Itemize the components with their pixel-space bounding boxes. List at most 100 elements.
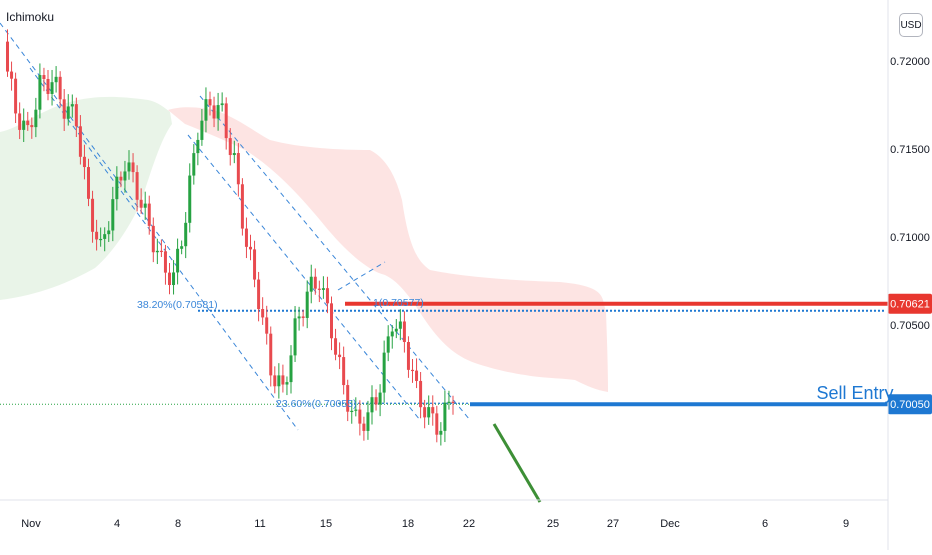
- candle: [225, 103, 228, 138]
- candle: [298, 316, 301, 318]
- indicator-label[interactable]: Ichimoku: [6, 10, 54, 24]
- candle: [326, 288, 329, 303]
- candle: [310, 277, 313, 292]
- candle: [192, 153, 195, 175]
- candle: [265, 317, 268, 333]
- candle: [387, 336, 390, 352]
- candle: [269, 334, 272, 376]
- candle: [277, 375, 280, 386]
- time-tick-label: 15: [320, 518, 332, 530]
- price-label: 0.70621: [890, 299, 930, 311]
- candle: [55, 77, 58, 82]
- candle: [144, 204, 147, 208]
- candle: [423, 407, 426, 417]
- candle: [411, 370, 414, 371]
- fib-236-label: 23.60%(0.70055): [276, 398, 357, 410]
- candle: [6, 42, 9, 72]
- candle: [132, 162, 135, 172]
- price-label: 0.70050: [890, 399, 930, 411]
- currency-button[interactable]: USD: [899, 13, 923, 37]
- candle: [140, 200, 143, 208]
- candle: [407, 342, 410, 370]
- candle: [395, 329, 398, 332]
- candle: [30, 125, 33, 127]
- candle: [42, 75, 45, 79]
- candle: [59, 77, 62, 99]
- candle: [95, 232, 98, 240]
- fib-channel-line-2: [200, 96, 470, 420]
- candle: [99, 239, 102, 240]
- candle: [375, 397, 378, 404]
- time-tick-label: 22: [463, 518, 475, 530]
- candle: [318, 289, 321, 290]
- candle: [26, 121, 29, 125]
- candle: [209, 99, 212, 105]
- time-tick-label: 25: [547, 518, 559, 530]
- sell-entry-label: Sell Entry: [816, 383, 893, 403]
- candle: [306, 292, 309, 318]
- candle: [14, 79, 17, 114]
- time-tick-label: 9: [843, 518, 849, 530]
- candle: [67, 106, 70, 118]
- candle: [427, 407, 430, 417]
- candle: [249, 247, 252, 250]
- candle: [443, 403, 446, 431]
- candle: [152, 226, 155, 252]
- time-tick-label: 4: [114, 518, 120, 530]
- candle: [38, 75, 41, 110]
- candle: [366, 412, 369, 431]
- price-tick-label: 0.71500: [890, 144, 930, 156]
- candle: [160, 251, 163, 252]
- candle: [71, 104, 74, 106]
- candle: [10, 72, 13, 79]
- price-tick-label: 0.70500: [890, 320, 930, 332]
- candle: [156, 251, 159, 252]
- candle: [123, 171, 126, 180]
- candle: [128, 162, 131, 171]
- candle: [79, 126, 82, 157]
- candle: [358, 410, 361, 424]
- kumo-bullish: [0, 97, 172, 300]
- candle: [148, 204, 151, 226]
- candle: [415, 371, 418, 381]
- fibonacci-channels: [0, 23, 886, 430]
- candle: [136, 172, 139, 200]
- candle: [294, 318, 297, 355]
- candle: [111, 199, 114, 230]
- candle: [391, 332, 394, 337]
- candle: [34, 110, 37, 127]
- fib-channel-line-4: [338, 262, 385, 290]
- candle: [399, 321, 402, 328]
- candle: [439, 431, 442, 435]
- candle: [302, 316, 305, 318]
- time-tick-label: 18: [402, 518, 414, 530]
- candle: [200, 121, 203, 140]
- candle: [322, 288, 325, 290]
- candle: [403, 321, 406, 342]
- candle: [107, 230, 110, 234]
- candle: [452, 402, 455, 403]
- candle: [330, 303, 333, 338]
- candle: [221, 103, 224, 105]
- fib-382-label: 38.20%(0.70581): [137, 299, 218, 311]
- candle: [75, 104, 78, 126]
- candle: [18, 113, 21, 129]
- price-tick-label: 0.71000: [890, 232, 930, 244]
- candle: [217, 105, 220, 118]
- candle: [435, 413, 438, 434]
- candle: [419, 381, 422, 407]
- time-tick-label: Nov: [21, 518, 41, 530]
- candle: [379, 393, 382, 405]
- candle: [233, 153, 236, 155]
- candle: [334, 338, 337, 354]
- candle: [261, 309, 264, 317]
- candle: [431, 407, 434, 413]
- candle: [115, 177, 118, 199]
- time-tick-label: Dec: [660, 518, 680, 530]
- candle: [350, 411, 353, 412]
- candle: [237, 153, 240, 184]
- time-tick-label: 6: [762, 518, 768, 530]
- candle: [164, 251, 167, 272]
